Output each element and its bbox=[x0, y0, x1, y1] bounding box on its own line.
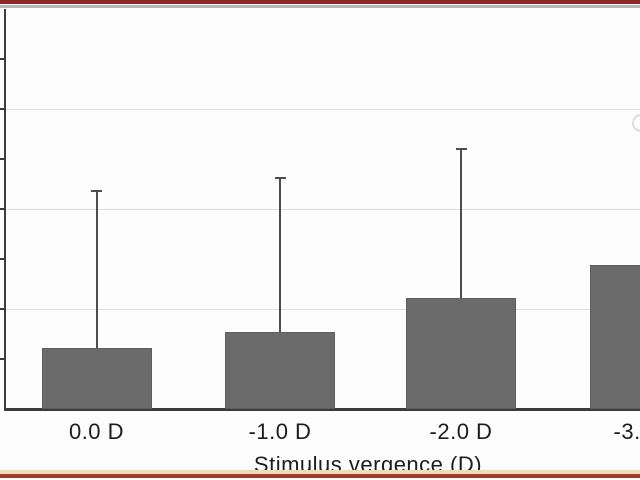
x-axis-line bbox=[4, 408, 640, 411]
y-axis-tick bbox=[0, 258, 6, 260]
error-bar bbox=[279, 178, 281, 332]
bottom-border-rule bbox=[0, 470, 640, 474]
y-axis-tick bbox=[0, 108, 6, 110]
error-bar-cap bbox=[455, 148, 467, 150]
cropped-legend-fragment-icon bbox=[632, 114, 640, 132]
y-axis-tick bbox=[0, 308, 6, 310]
bottom-border-line bbox=[0, 474, 640, 478]
error-bar-cap bbox=[91, 190, 102, 192]
error-bar bbox=[460, 149, 462, 298]
y-axis-tick bbox=[0, 358, 6, 360]
bar bbox=[406, 298, 516, 409]
bar bbox=[225, 332, 335, 409]
top-border-rule bbox=[0, 5, 640, 8]
error-bar bbox=[95, 191, 98, 348]
x-tick-label: -1.0 D bbox=[248, 419, 312, 444]
y-gridline bbox=[6, 309, 640, 310]
y-axis-tick bbox=[0, 58, 6, 60]
top-border-line bbox=[0, 0, 640, 4]
x-tick-label: -3.0 D bbox=[613, 419, 640, 444]
y-axis-tick bbox=[0, 208, 6, 210]
error-bar-cap bbox=[274, 177, 286, 179]
x-tick-label: 0.0 D bbox=[68, 419, 125, 444]
y-gridline bbox=[6, 109, 640, 110]
bar bbox=[41, 348, 152, 409]
y-axis-tick bbox=[0, 158, 6, 160]
bar bbox=[590, 265, 640, 409]
y-gridline bbox=[6, 209, 640, 210]
x-tick-label: -2.0 D bbox=[429, 419, 493, 444]
